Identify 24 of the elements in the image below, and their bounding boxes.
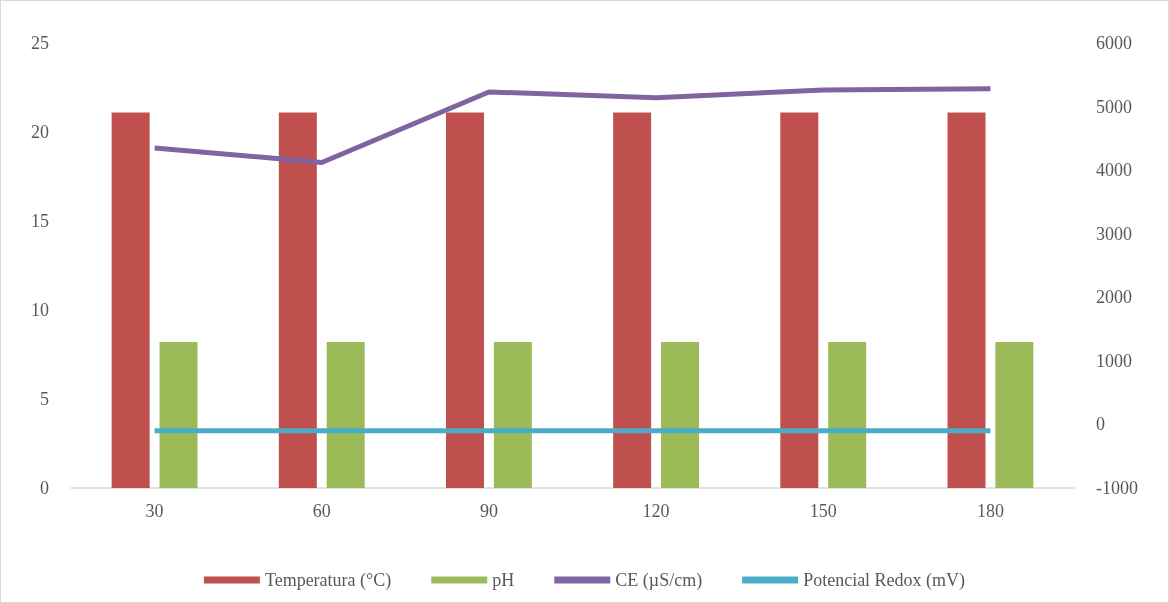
x-tick-label: 90	[479, 501, 498, 521]
y2-tick-label: 4000	[1096, 160, 1132, 181]
legend-label: pH	[492, 570, 515, 590]
y-tick-label: 15	[31, 211, 49, 231]
legend-label: Temperatura (°C)	[264, 570, 392, 591]
y2-tick-label: 2000	[1096, 287, 1132, 308]
y-tick-label: 10	[31, 300, 49, 320]
y2-tick-label: 0	[1096, 414, 1105, 435]
y2-tick-label: -1000	[1096, 478, 1138, 498]
x-tick-label: 60	[312, 501, 331, 521]
y-tick-label: 0	[40, 478, 49, 498]
y2-tick-label: 6000	[1096, 33, 1132, 53]
x-tick-label: 150	[809, 501, 837, 521]
legend-label: Potencial Redox (mV)	[803, 570, 966, 591]
x-tick-label: 30	[145, 501, 164, 521]
y-tick-label: 5	[40, 389, 49, 409]
y2-tick-label: 3000	[1096, 223, 1132, 244]
y-tick-label: 25	[31, 33, 49, 53]
y-tick-label: 20	[31, 122, 49, 142]
x-tick-label: 120	[642, 501, 670, 521]
y2-tick-label: 5000	[1096, 96, 1132, 117]
y2-tick-label: 1000	[1096, 350, 1132, 371]
x-tick-label: 180	[976, 501, 1004, 521]
legend-label: CE (µS/cm)	[615, 570, 703, 591]
